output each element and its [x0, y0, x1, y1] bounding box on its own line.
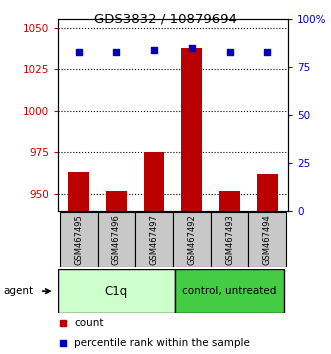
- Point: [60, 340, 65, 346]
- Text: GSM467493: GSM467493: [225, 215, 234, 265]
- Bar: [68, 172, 89, 211]
- Text: GSM467495: GSM467495: [74, 215, 83, 265]
- Text: GDS3832 / 10879694: GDS3832 / 10879694: [94, 12, 237, 25]
- Point: [264, 49, 270, 55]
- Bar: [144, 153, 165, 211]
- Bar: [98, 212, 135, 267]
- Text: GSM467494: GSM467494: [263, 215, 272, 265]
- Bar: [219, 191, 240, 211]
- Bar: [248, 212, 286, 267]
- Bar: [106, 191, 127, 211]
- Text: GSM467492: GSM467492: [187, 215, 196, 265]
- Bar: [175, 269, 284, 313]
- Bar: [135, 212, 173, 267]
- Point: [227, 49, 232, 55]
- Bar: [58, 269, 175, 313]
- Text: C1q: C1q: [105, 285, 128, 298]
- Bar: [181, 48, 202, 211]
- Text: agent: agent: [3, 286, 33, 296]
- Text: count: count: [74, 318, 104, 328]
- Bar: [211, 212, 248, 267]
- Bar: [257, 174, 278, 211]
- Point: [76, 49, 81, 55]
- Point: [60, 320, 65, 326]
- Point: [114, 49, 119, 55]
- Text: control, untreated: control, untreated: [182, 286, 277, 296]
- Bar: [173, 212, 211, 267]
- Point: [152, 47, 157, 53]
- Text: GSM467496: GSM467496: [112, 215, 121, 265]
- Text: percentile rank within the sample: percentile rank within the sample: [74, 338, 250, 348]
- Point: [189, 45, 194, 51]
- Text: GSM467497: GSM467497: [150, 215, 159, 265]
- Bar: [60, 212, 98, 267]
